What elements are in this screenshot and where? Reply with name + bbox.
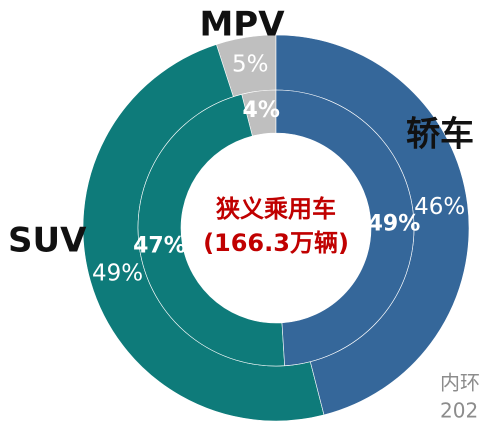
value-label: 4% [243,98,280,123]
value-label: 49% [92,261,143,287]
category-label: MPV [199,5,285,45]
annotation: 202 [440,399,478,422]
donut-segment [275,89,415,367]
center-label: 狭义乘用车 [215,195,336,223]
value-label: 46% [414,194,465,220]
annotation: 内环 [440,371,480,395]
donut-segment [137,93,285,367]
center-label: (166.3万辆) [203,229,349,257]
value-label: 47% [133,233,186,258]
value-label: 49% [368,211,421,236]
category-label: 轿车 [406,115,474,155]
category-label: SUV [8,221,87,261]
value-label: 5% [232,52,269,78]
